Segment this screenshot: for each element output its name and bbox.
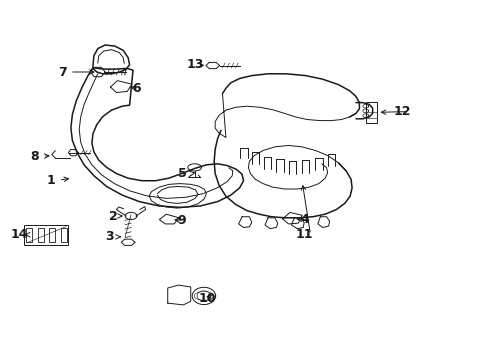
Text: 7: 7 <box>58 66 66 78</box>
Bar <box>38 228 43 242</box>
Text: 13: 13 <box>186 58 204 71</box>
Text: 6: 6 <box>132 82 141 95</box>
Bar <box>365 102 376 123</box>
Text: 2: 2 <box>108 210 117 222</box>
Text: 12: 12 <box>392 105 410 118</box>
Bar <box>49 228 55 242</box>
Text: 14: 14 <box>11 228 28 241</box>
Text: 4: 4 <box>300 213 308 226</box>
Bar <box>26 228 32 242</box>
Text: 10: 10 <box>198 292 216 305</box>
Text: 1: 1 <box>46 174 55 186</box>
Bar <box>24 225 68 245</box>
Text: 9: 9 <box>177 214 185 227</box>
Text: 8: 8 <box>30 150 39 163</box>
Bar <box>61 228 66 242</box>
Text: 11: 11 <box>295 228 312 241</box>
Text: 5: 5 <box>178 167 187 180</box>
Text: 3: 3 <box>105 230 114 243</box>
